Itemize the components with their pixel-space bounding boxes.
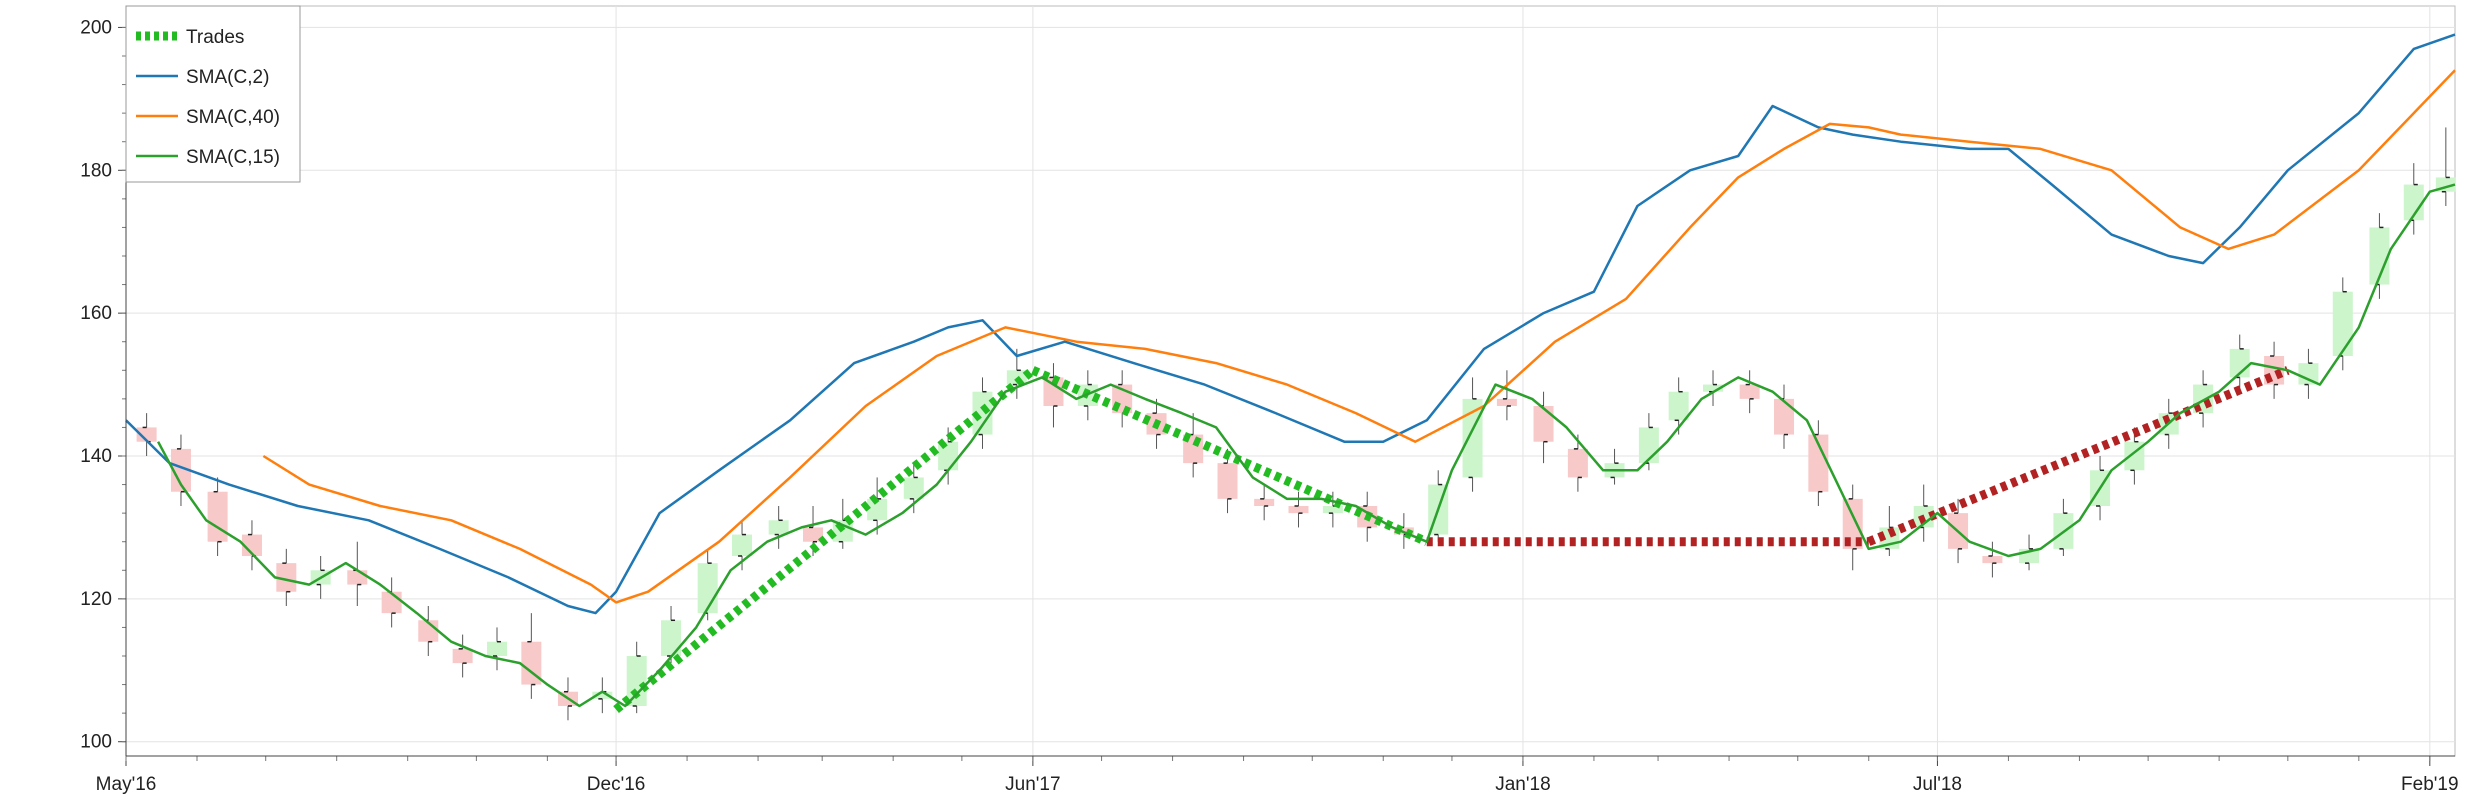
- y-tick-label: 180: [80, 160, 112, 181]
- legend-label: SMA(C,15): [186, 147, 280, 168]
- trade-line-win: [613, 366, 1036, 714]
- candle-body: [2298, 363, 2319, 385]
- candle-body: [1567, 448, 1588, 478]
- candle-body: [1217, 463, 1238, 499]
- legend-label: SMA(C,40): [186, 107, 280, 128]
- y-tick-label: 160: [80, 303, 112, 324]
- trade-lines: [613, 366, 2290, 714]
- y-tick-label: 100: [80, 732, 112, 753]
- candle-body: [903, 477, 924, 499]
- series-line-sma-c-40: [262, 69, 2456, 604]
- candle-body: [1668, 391, 1689, 421]
- candle-body: [1496, 398, 1517, 406]
- candle-body: [867, 498, 888, 521]
- candle-body: [521, 641, 542, 685]
- x-tick-label: Feb'19: [2401, 774, 2459, 795]
- candle-body: [1254, 498, 1275, 506]
- candle-body: [276, 563, 297, 592]
- legend-label: Trades: [186, 27, 244, 48]
- candle-body: [347, 570, 368, 585]
- legend: Trades SMA(C,2) SMA(C,40) SMA(C,15): [125, 5, 301, 183]
- x-tick-label: Jul'18: [1913, 774, 1962, 795]
- sma-series: [125, 33, 2456, 708]
- candle-body: [1288, 506, 1309, 514]
- candle-body: [486, 641, 507, 656]
- candle-body: [136, 427, 157, 442]
- x-tick-label: Jun'17: [1005, 774, 1060, 795]
- x-tick-label: Jan'18: [1495, 774, 1550, 795]
- candle-body: [170, 448, 191, 492]
- candle-body: [592, 691, 613, 699]
- candle-body: [1774, 398, 1795, 435]
- candle-body: [241, 534, 262, 556]
- axes: 100 120 140 160 180 200 May'16 Dec'16 Jun'17 Jan'…: [80, 6, 2459, 795]
- candle-body: [1739, 384, 1760, 399]
- candle-body: [661, 620, 682, 656]
- trade-line-loss: [1867, 366, 2290, 546]
- candle-body: [1982, 556, 2003, 564]
- y-tick-label: 140: [80, 446, 112, 467]
- x-tick-label: May'16: [96, 774, 157, 795]
- candle-body: [207, 491, 228, 542]
- candle-body: [1808, 434, 1829, 492]
- candle-body: [732, 534, 753, 556]
- y-tick-label: 200: [80, 17, 112, 38]
- y-tick-label: 120: [80, 589, 112, 610]
- candle-body: [1043, 377, 1064, 406]
- candle-body: [1842, 498, 1863, 549]
- candle-body: [768, 520, 789, 535]
- candle-body: [972, 391, 993, 435]
- series-line-sma-c-15: [156, 183, 2456, 708]
- candle-body: [2369, 227, 2390, 285]
- series-line-sma-c-2: [125, 33, 2456, 615]
- trade-line-win: [1031, 366, 1429, 546]
- candle-body: [803, 527, 824, 542]
- candle-body: [452, 648, 473, 664]
- x-tick-label: Dec'16: [587, 774, 646, 795]
- legend-label: SMA(C,2): [186, 67, 269, 88]
- candle-body: [2403, 184, 2424, 221]
- candle-body: [1322, 506, 1343, 514]
- candle-body: [1533, 406, 1554, 442]
- candle-body: [1703, 384, 1724, 392]
- candle-body: [697, 563, 718, 614]
- candle-body: [2332, 291, 2353, 356]
